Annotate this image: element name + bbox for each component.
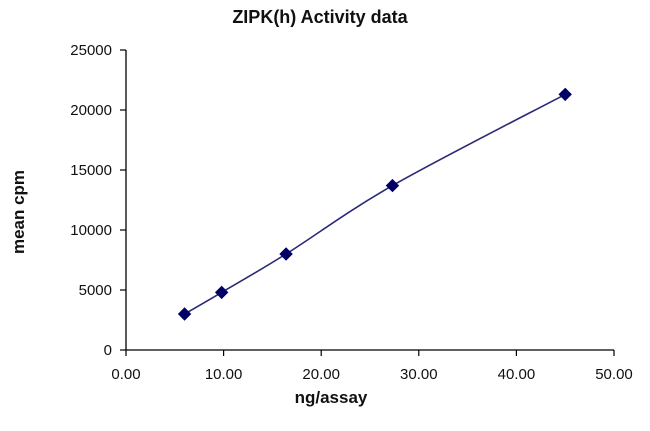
chart-title: ZIPK(h) Activity data	[232, 7, 408, 27]
y-axis-label: mean cpm	[9, 170, 28, 254]
data-point-marker	[558, 87, 572, 102]
x-tick-label: 40.00	[498, 366, 536, 383]
data-point-marker	[385, 178, 400, 193]
x-tick-label: 30.00	[400, 366, 438, 383]
series-line	[184, 93, 566, 315]
plot-area: 0 5000 10000 15000 20000 25000 0.00 10.00 20.00 3…	[70, 42, 632, 383]
y-tick-label: 10000	[70, 222, 112, 239]
x-tick-label: 0.00	[111, 366, 140, 383]
data-point-marker	[279, 247, 293, 261]
y-tick-label: 20000	[70, 102, 112, 119]
x-tick-label: 20.00	[302, 366, 340, 383]
y-tick-label: 25000	[70, 42, 112, 59]
y-tick-label: 5000	[79, 282, 112, 299]
y-tick-label: 15000	[70, 162, 112, 179]
x-tick-label: 10.00	[205, 366, 243, 383]
y-tick-label: 0	[104, 342, 112, 359]
x-axis-label: ng/assay	[295, 388, 368, 407]
data-point-marker	[177, 307, 192, 321]
data-point-marker	[214, 285, 229, 300]
x-tick-label: 50.00	[595, 366, 633, 383]
